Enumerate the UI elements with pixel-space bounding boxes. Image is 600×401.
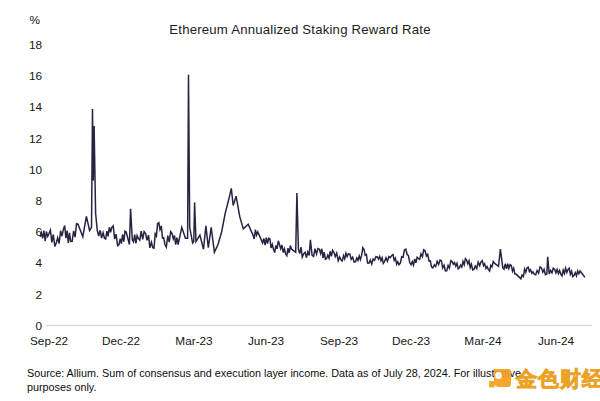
jinse-finance-watermark-text: 金色财经 (516, 366, 600, 392)
jinse-finance-watermark: 金色财经 (487, 366, 600, 392)
jinse-finance-logo-icon (487, 366, 513, 392)
source-note-line2: purposes only. (27, 380, 327, 395)
staking-reward-rate-series (40, 75, 585, 279)
source-note-line1: Source: Allium. Sum of consensus and exe… (27, 366, 527, 381)
chart-container: % Ethereum Annualized Staking Reward Rat… (0, 0, 600, 401)
reward-rate-line-chart (0, 0, 600, 401)
